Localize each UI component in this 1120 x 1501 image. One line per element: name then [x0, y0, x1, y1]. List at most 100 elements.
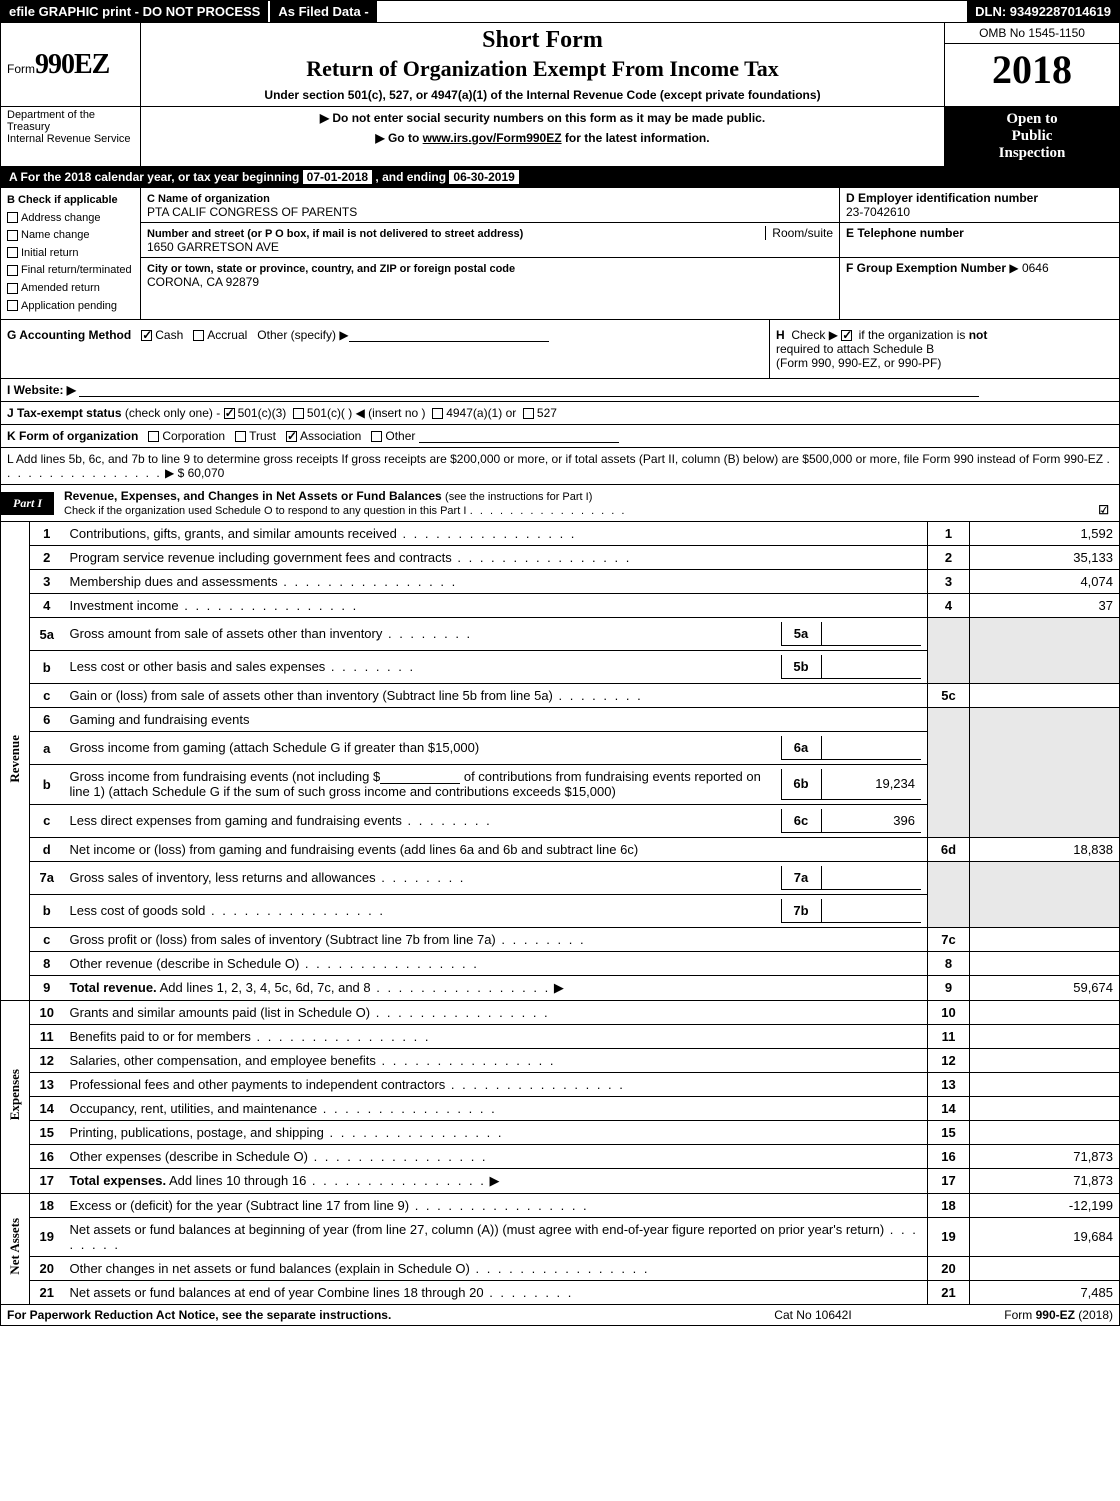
line-14: 14Occupancy, rent, utilities, and mainte…: [1, 1096, 1120, 1120]
part1-schedule-o-check: ☑: [1098, 503, 1109, 517]
chk-schedule-b-not-required[interactable]: [841, 330, 852, 341]
footer: For Paperwork Reduction Act Notice, see …: [0, 1305, 1120, 1326]
part1-lines-table: Revenue 1 Contributions, gifts, grants, …: [0, 522, 1120, 1305]
amt-5c: [970, 684, 1120, 708]
chk-501c[interactable]: [293, 408, 304, 419]
irs-link[interactable]: www.irs.gov/Form990EZ: [423, 131, 562, 145]
dept-1: Department of the Treasury: [7, 109, 134, 133]
section-a: A For the 2018 calendar year, or tax yea…: [0, 167, 1120, 188]
amt-1: 1,592: [970, 522, 1120, 546]
chk-4947a1[interactable]: [432, 408, 443, 419]
main-title: Return of Organization Exempt From Incom…: [151, 56, 934, 82]
row-gh: G Accounting Method Cash Accrual Other (…: [0, 320, 1120, 379]
line-6d: dNet income or (loss) from gaming and fu…: [1, 837, 1120, 861]
line-1: Revenue 1 Contributions, gifts, grants, …: [1, 522, 1120, 546]
short-form-title: Short Form: [151, 27, 934, 54]
line-3: 3Membership dues and assessments 34,074: [1, 570, 1120, 594]
line-9: 9 Total revenue. Add lines 1, 2, 3, 4, 5…: [1, 975, 1120, 1000]
line-5c: cGain or (loss) from sale of assets othe…: [1, 684, 1120, 708]
line-5a: 5a Gross amount from sale of assets othe…: [1, 618, 1120, 651]
line-4: 4Investment income 437: [1, 594, 1120, 618]
org-city: CORONA, CA 92879: [147, 275, 259, 289]
dln: DLN: 93492287014619: [967, 1, 1119, 22]
line-7c: cGross profit or (loss) from sales of in…: [1, 927, 1120, 951]
paperwork-notice: For Paperwork Reduction Act Notice, see …: [7, 1308, 713, 1322]
line-7a: 7a Gross sales of inventory, less return…: [1, 861, 1120, 894]
amt-9: 59,674: [970, 975, 1120, 1000]
amt-6c: 396: [821, 809, 921, 833]
netassets-vhead: Net Assets: [1, 1193, 30, 1304]
amt-6b: 19,234: [821, 769, 921, 799]
amt-17: 71,873: [970, 1168, 1120, 1193]
open-public-inspection: Open to Public Inspection: [944, 107, 1119, 166]
form-number: 990EZ: [35, 49, 109, 80]
gross-receipts-amt: $ 60,070: [178, 466, 225, 480]
line-20: 20Other changes in net assets or fund ba…: [1, 1256, 1120, 1280]
asfiled-label: As Filed Data -: [268, 1, 376, 22]
line-12: 12Salaries, other compensation, and empl…: [1, 1048, 1120, 1072]
chk-final-return[interactable]: [7, 265, 18, 276]
col-c: C Name of organization PTA CALIF CONGRES…: [141, 188, 839, 319]
chk-trust[interactable]: [235, 431, 246, 442]
amt-3: 4,074: [970, 570, 1120, 594]
chk-corporation[interactable]: [148, 431, 159, 442]
form-prefix: Form: [7, 62, 35, 76]
dept-2: Internal Revenue Service: [7, 133, 134, 145]
chk-amended-return[interactable]: [7, 283, 18, 294]
line-17: 17 Total expenses. Add lines 10 through …: [1, 1168, 1120, 1193]
tax-year-begin: 07-01-2018: [303, 170, 372, 184]
line-16: 16Other expenses (describe in Schedule O…: [1, 1144, 1120, 1168]
chk-other-org[interactable]: [371, 431, 382, 442]
line-13: 13Professional fees and other payments t…: [1, 1072, 1120, 1096]
line-19: 19Net assets or fund balances at beginni…: [1, 1217, 1120, 1256]
line-18: Net Assets 18Excess or (deficit) for the…: [1, 1193, 1120, 1217]
amt-16: 71,873: [970, 1144, 1120, 1168]
chk-initial-return[interactable]: [7, 247, 18, 258]
sub-header: Department of the Treasury Internal Reve…: [0, 107, 1120, 167]
chk-accrual[interactable]: [193, 330, 204, 341]
row-website: I Website: ▶: [0, 379, 1120, 402]
ein: 23-7042610: [846, 205, 910, 219]
amt-21: 7,485: [970, 1280, 1120, 1304]
accounting-method: G Accounting Method Cash Accrual Other (…: [1, 320, 769, 378]
amt-19: 19,684: [970, 1217, 1120, 1256]
form-id: Form990EZ: [1, 23, 141, 106]
col-b-checkboxes: B Check if applicable Address change Nam…: [1, 188, 141, 319]
chk-501c3[interactable]: [224, 408, 235, 419]
line-8: 8Other revenue (describe in Schedule O) …: [1, 951, 1120, 975]
revenue-vhead: Revenue: [1, 522, 30, 1000]
efile-bar: efile GRAPHIC print - DO NOT PROCESS As …: [0, 0, 1120, 23]
amt-7c: [970, 927, 1120, 951]
part1-tab: Part I: [1, 492, 54, 515]
chk-address-change[interactable]: [7, 212, 18, 223]
chk-application-pending[interactable]: [7, 300, 18, 311]
expenses-vhead: Expenses: [1, 1000, 30, 1193]
line-15: 15Printing, publications, postage, and s…: [1, 1120, 1120, 1144]
amt-18: -12,199: [970, 1193, 1120, 1217]
line-21: 21Net assets or fund balances at end of …: [1, 1280, 1120, 1304]
efile-label: efile GRAPHIC print - DO NOT PROCESS: [1, 1, 268, 22]
line-2: 2Program service revenue including gover…: [1, 546, 1120, 570]
line-10: Expenses 10Grants and similar amounts pa…: [1, 1000, 1120, 1024]
amt-2: 35,133: [970, 546, 1120, 570]
row-tax-exempt-status: J Tax-exempt status (check only one) - 5…: [0, 402, 1120, 425]
amt-6d: 18,838: [970, 837, 1120, 861]
line-6: 6Gaming and fundraising events: [1, 708, 1120, 732]
chk-527[interactable]: [523, 408, 534, 419]
chk-cash[interactable]: [141, 330, 152, 341]
header: Form990EZ Short Form Return of Organizat…: [0, 23, 1120, 107]
tax-year-end: 06-30-2019: [449, 170, 518, 184]
line-11: 11Benefits paid to or for members11: [1, 1024, 1120, 1048]
group-exemption: 0646: [1022, 261, 1049, 275]
warning-ssn: ▶ Do not enter social security numbers o…: [147, 111, 938, 125]
chk-name-change[interactable]: [7, 230, 18, 241]
amt-8: [970, 951, 1120, 975]
org-name: PTA CALIF CONGRESS OF PARENTS: [147, 205, 357, 219]
schedule-b-check: H Check ▶ if the organization is not req…: [769, 320, 1119, 378]
subtitle: Under section 501(c), 527, or 4947(a)(1)…: [151, 88, 934, 102]
omb-number: OMB No 1545-1150: [945, 23, 1119, 44]
chk-association[interactable]: [286, 431, 297, 442]
org-street: 1650 GARRETSON AVE: [147, 240, 279, 254]
amt-4: 37: [970, 594, 1120, 618]
block-bcdef: B Check if applicable Address change Nam…: [0, 188, 1120, 320]
